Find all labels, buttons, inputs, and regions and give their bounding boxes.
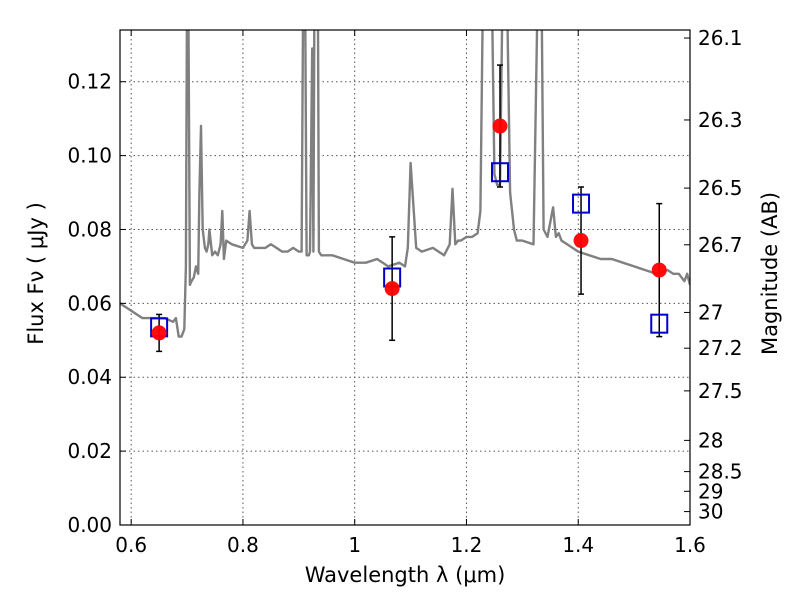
y-tick-labels: 0.00 0.02 0.04 0.06 0.08 0.10 0.12 <box>67 70 112 537</box>
y-tick-label: 0.00 <box>67 513 112 537</box>
mag-tick-label: 26.3 <box>698 108 743 132</box>
y-tick-label: 0.10 <box>67 144 112 168</box>
mag-tick-label: 26.1 <box>698 26 743 50</box>
x-tick-label: 0.6 <box>115 533 147 557</box>
x-tick-labels: 0.6 0.8 1 1.2 1.4 1.6 <box>115 533 706 557</box>
x-tick-label: 1 <box>348 533 361 557</box>
mag-tick-label: 29 <box>698 479 723 503</box>
model-point <box>650 313 669 334</box>
model-point <box>572 193 591 214</box>
y-tick-label: 0.12 <box>67 70 112 94</box>
grid-lines <box>120 30 690 525</box>
y-axis-title: Flux Fν ( μJy ) <box>24 202 48 345</box>
plot-frame <box>119 29 691 526</box>
observed-point <box>151 325 167 341</box>
mag-tick-label: 27.5 <box>698 379 743 403</box>
model-point <box>491 162 509 183</box>
y-tick-label: 0.06 <box>67 291 112 315</box>
observed-point <box>492 118 508 134</box>
observed-photometry-points <box>151 118 667 341</box>
x-axis-title: Wavelength λ (μm) <box>305 563 506 587</box>
mag-tick-label: 28.5 <box>698 460 743 484</box>
mag-tick-label: 27.2 <box>698 336 743 360</box>
axis-ticks <box>120 30 691 526</box>
mag-tick-label: 26.5 <box>698 176 743 200</box>
spectrum-line <box>120 30 690 338</box>
observed-point <box>651 262 667 278</box>
x-tick-label: 1.6 <box>674 533 706 557</box>
observed-point <box>573 233 589 249</box>
mag-tick-label: 28 <box>698 428 723 452</box>
right-axis-title: Magnitude (AB) <box>758 192 782 355</box>
mag-tick-label: 26.7 <box>698 233 743 257</box>
mag-tick-label: 27 <box>698 300 723 324</box>
y-tick-label: 0.02 <box>67 439 112 463</box>
x-tick-label: 1.2 <box>451 533 483 557</box>
y-tick-label: 0.04 <box>67 365 112 389</box>
mag-tick-label: 30 <box>698 500 723 524</box>
y-tick-label: 0.08 <box>67 217 112 241</box>
observed-point <box>384 281 400 297</box>
spectrum-series <box>120 30 690 338</box>
x-tick-label: 0.8 <box>227 533 259 557</box>
x-tick-label: 1.4 <box>562 533 594 557</box>
